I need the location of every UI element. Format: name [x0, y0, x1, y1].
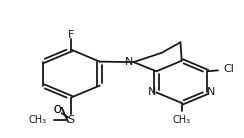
Text: Cl: Cl [224, 64, 234, 75]
Text: N: N [207, 87, 215, 97]
Text: N: N [148, 87, 157, 97]
Text: S: S [68, 115, 75, 125]
Text: O: O [53, 105, 61, 115]
Text: CH₃: CH₃ [29, 115, 47, 125]
Text: F: F [68, 30, 74, 40]
Text: CH₃: CH₃ [173, 115, 191, 125]
Text: N: N [125, 57, 133, 67]
Text: O: O [53, 105, 61, 115]
